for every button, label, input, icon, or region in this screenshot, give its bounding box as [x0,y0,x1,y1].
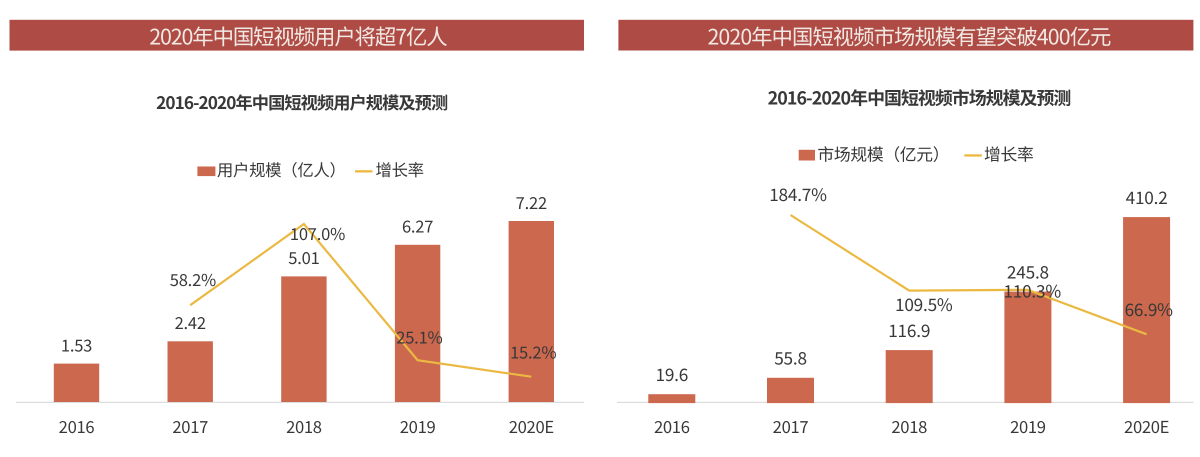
svg-text:66.9%: 66.9% [1125,296,1174,321]
svg-text:5.01: 5.01 [288,245,319,269]
svg-text:2019: 2019 [400,414,436,438]
svg-text:2018: 2018 [891,414,927,438]
svg-text:116.9: 116.9 [888,317,930,342]
svg-text:2017: 2017 [773,414,809,438]
svg-text:2020E: 2020E [1124,414,1169,438]
svg-text:2018: 2018 [286,414,322,438]
svg-text:6.27: 6.27 [402,214,433,238]
svg-text:市场规模（亿元）: 市场规模（亿元） [817,142,949,166]
svg-text:410.2: 410.2 [1126,184,1168,209]
svg-text:2.42: 2.42 [175,310,206,334]
svg-text:2016-2020年中国短视频市场规模及预测: 2016-2020年中国短视频市场规模及预测 [768,85,1071,111]
svg-text:2016: 2016 [654,414,690,438]
svg-text:用户规模（亿人）: 用户规模（亿人） [217,157,346,181]
svg-text:2016-2020年中国短视频用户规模及预测: 2016-2020年中国短视频用户规模及预测 [156,89,448,114]
svg-text:184.7%: 184.7% [769,181,827,206]
svg-text:2020E: 2020E [509,414,554,438]
svg-text:2020年中国短视频用户将超7亿人: 2020年中国短视频用户将超7亿人 [149,20,447,51]
svg-text:2020年中国短视频市场规模有望突破400亿元: 2020年中国短视频市场规模有望突破400亿元 [707,20,1111,51]
svg-text:增长率: 增长率 [984,142,1033,166]
svg-text:2016: 2016 [59,414,95,438]
svg-text:2017: 2017 [172,414,208,438]
svg-text:109.5%: 109.5% [895,291,953,316]
svg-text:19.6: 19.6 [655,361,688,386]
svg-text:107.0%: 107.0% [290,221,345,245]
svg-text:2019: 2019 [1010,414,1046,438]
svg-text:55.8: 55.8 [774,345,807,370]
svg-text:245.8: 245.8 [1007,258,1049,283]
svg-text:7.22: 7.22 [516,190,547,214]
svg-text:110.3%: 110.3% [1003,278,1061,303]
svg-text:增长率: 增长率 [376,157,424,181]
svg-text:58.2%: 58.2% [170,267,216,291]
svg-text:25.1%: 25.1% [396,325,442,349]
svg-text:1.53: 1.53 [61,332,92,356]
svg-text:15.2%: 15.2% [510,339,556,363]
